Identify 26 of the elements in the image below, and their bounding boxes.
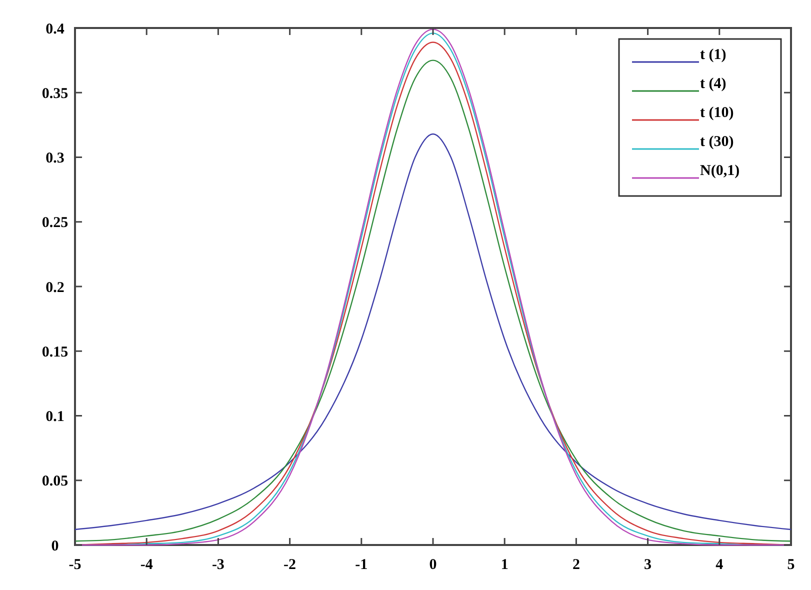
legend-label: t (1)	[700, 47, 726, 63]
y-tick-label: 0.1	[46, 409, 64, 425]
legend-label: t (30)	[700, 134, 734, 150]
y-tick-label: 0.35	[42, 86, 68, 102]
x-tick-label: -3	[212, 557, 224, 573]
legend-label: t (10)	[700, 105, 734, 121]
y-tick-label: 0.15	[42, 344, 68, 360]
x-tick-label: 2	[572, 557, 580, 573]
x-tick-label: -1	[355, 557, 368, 573]
y-tick-label: 0.4	[46, 21, 65, 38]
x-tick-label: -2	[284, 557, 296, 573]
x-tick-label: -5	[68, 557, 82, 573]
x-tick-label: 0	[429, 557, 437, 573]
x-tick-label: -4	[140, 557, 154, 573]
y-tick-label: 0.3	[46, 150, 64, 166]
x-tick-label: 5	[787, 557, 795, 573]
y-tick-label: 0	[51, 538, 59, 554]
legend-label: N(0,1)	[700, 163, 740, 179]
line-series	[74, 133, 792, 530]
y-tick-label: 0.05	[42, 474, 68, 490]
y-tick-label: 0.2	[46, 280, 64, 296]
x-tick-label: 4	[716, 557, 724, 573]
x-tick-label: 1	[500, 557, 508, 573]
y-tick-label: 0.25	[42, 215, 68, 232]
x-tick-label: 3	[644, 557, 652, 573]
legend-label: t (4)	[700, 76, 726, 92]
